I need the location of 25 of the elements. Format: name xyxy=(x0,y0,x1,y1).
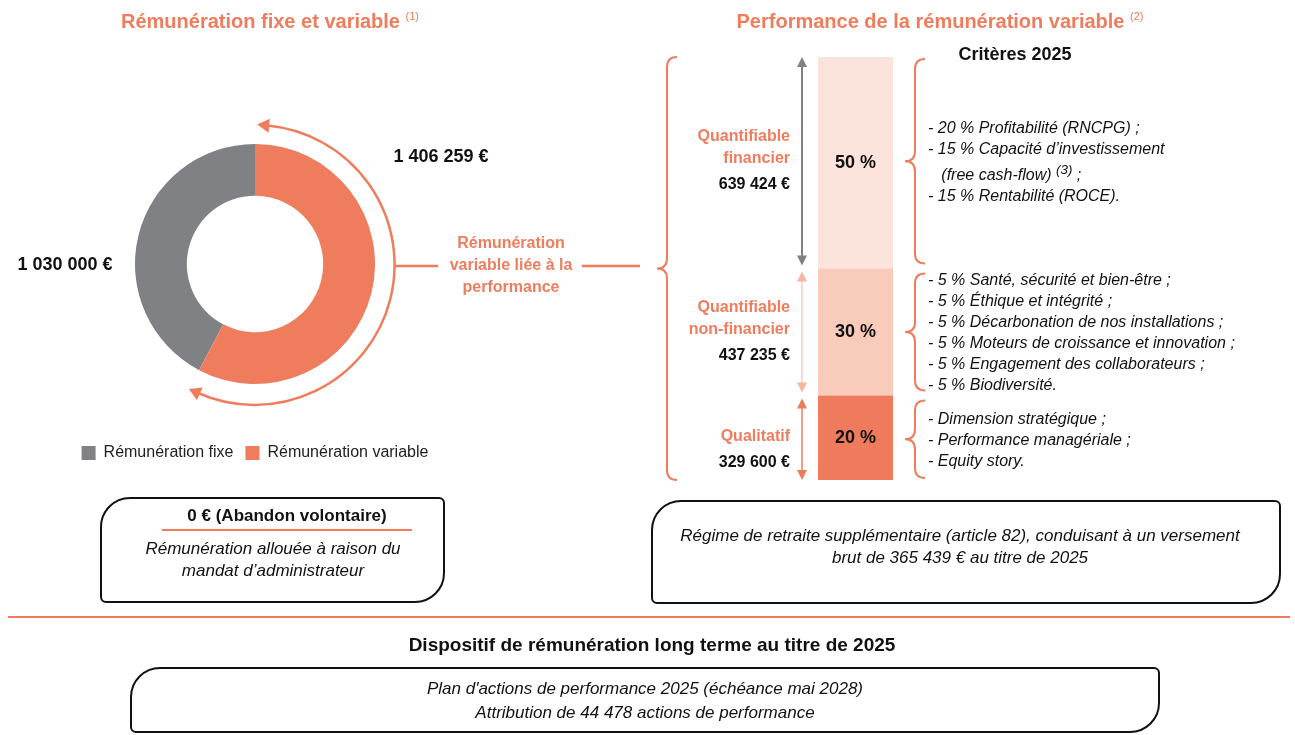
data-label: 1 406 259 € xyxy=(393,145,489,166)
data-label: 20 % xyxy=(834,426,877,447)
text: - 5 % Santé, sécurité et bien-être ; - 5 % Éthique et intégrité ; - 5 % Décarbonation de nos installations ; - 5 % Moteurs de croissance et innovation ; - 5 % Engagement des collaborateurs ; - 5 % Biodiversité. xyxy=(928,269,1235,395)
text: 0 € (Abandon volontaire) xyxy=(162,506,412,531)
text: 329 600 € xyxy=(718,452,790,473)
text: 639 424 € xyxy=(718,174,790,195)
text: Rémunération allouée à raison du mandat d’administrateur xyxy=(144,538,402,582)
text: Régime de retraite supplémentaire (article 82), conduisant à un versement brut de 365 439 € au titre de 2025 xyxy=(680,525,1240,569)
legend-label: Rémunération variable xyxy=(267,443,429,461)
data-label: 50 % xyxy=(834,151,877,172)
legend-label: Rémunération fixe xyxy=(103,443,234,461)
data-label: 1 030 000 € xyxy=(17,253,113,274)
text: Performance de la rémunération variable $^{(2)}$ xyxy=(736,10,1144,33)
legend-label: Qualitatif xyxy=(719,426,790,447)
series-label: Quantifiable non-financier xyxy=(687,296,790,339)
text: Rémunération variable liée à la performance xyxy=(448,233,574,297)
text: Plan d'actions de performance 2025 (échéance mai 2028) Attribution de 44 478 actions de performance xyxy=(425,678,865,724)
series-label: Quantifiable financier xyxy=(696,126,790,169)
text: - 20 % Profitabilité (RNCPG) ; - 15 % Capacité d’investissement (free cash-flow) $^{(3)}$ ; - 15 % Rentabilité (ROCE). xyxy=(928,117,1165,207)
data-label: 30 % xyxy=(834,320,877,341)
text: Critères 2025 xyxy=(958,44,1072,65)
text: Dispositif de rémunération long terme au titre de 2025 xyxy=(408,634,896,656)
chart-title: Rémunération fixe et variable $^{(1)}$ xyxy=(121,10,419,33)
text: 437 235 € xyxy=(718,344,790,365)
text: - Dimension stratégique ; - Performance managériale ; - Equity story. xyxy=(928,408,1131,471)
